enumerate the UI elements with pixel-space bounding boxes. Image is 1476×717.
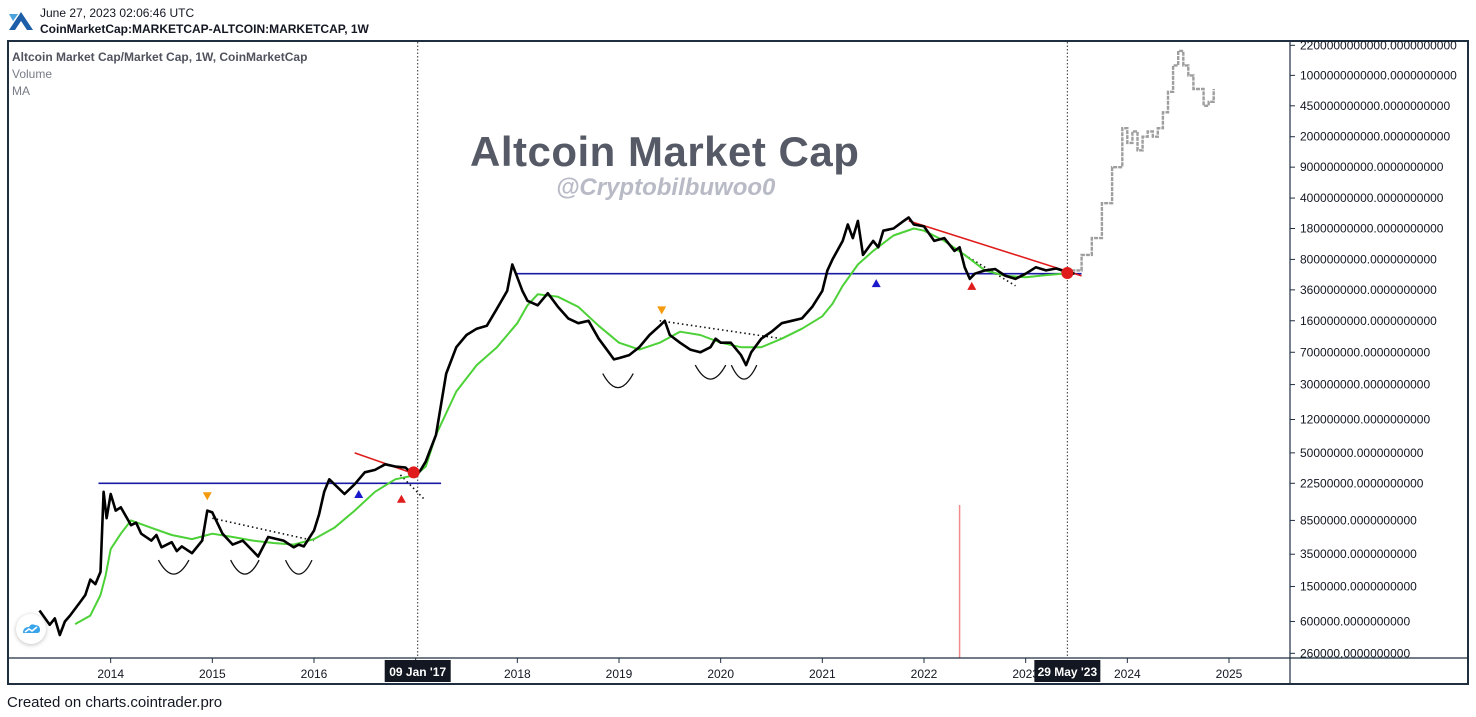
y-tick-label-12: 120000000.0000000000: [1300, 412, 1430, 426]
date-badge-label-1: 29 May '23: [1038, 665, 1098, 679]
x-tick-label-1: 2015: [199, 667, 226, 681]
dotted-trendline-1: [399, 474, 425, 500]
signal-down-marker-5: [657, 306, 667, 315]
overlay-title: Altcoin Market Cap: [470, 128, 860, 175]
x-tick-label-7: 2021: [809, 667, 836, 681]
y-tick-label-18: 600000.0000000000: [1300, 614, 1410, 628]
cup-pattern-arc-0: [157, 559, 190, 575]
x-tick-label-4: 2018: [504, 667, 531, 681]
cup-pattern-arc-1: [230, 559, 260, 575]
y-tick-label-2: 450000000000.0000000000: [1300, 99, 1450, 113]
y-tick-label-0: 2200000000000.0000000000: [1300, 38, 1457, 52]
x-tick-label-11: 2025: [1216, 667, 1243, 681]
series-layer: [38, 49, 1215, 637]
y-tick-label-16: 3500000.0000000000: [1300, 547, 1417, 561]
cup-pattern-arc-2: [284, 559, 313, 575]
y-tick-label-1: 1000000000000.0000000000: [1300, 68, 1457, 82]
tradingview-logo-button[interactable]: [16, 614, 46, 644]
cloud-chart-icon: [23, 624, 40, 633]
y-tick-label-15: 8500000.0000000000: [1300, 513, 1417, 527]
resistance-line-1: [908, 220, 1082, 277]
y-tick-label-14: 22500000.0000000000: [1300, 476, 1424, 490]
y-tick-label-5: 40000000000.0000000000: [1300, 191, 1444, 205]
legend-volume[interactable]: Volume: [12, 67, 53, 81]
dotted-trendline-3: [964, 254, 1016, 287]
x-tick-label-2: 2016: [301, 667, 328, 681]
y-tick-label-9: 1600000000.0000000000: [1300, 314, 1437, 328]
cointrader-logo-icon: [9, 12, 33, 30]
date-badge-1: [1034, 660, 1101, 682]
x-tick-label-0: 2014: [97, 667, 124, 681]
breakout-circle-0: [407, 466, 420, 479]
chart-frame: [7, 40, 1469, 685]
cup-pattern-arc-3: [602, 373, 634, 389]
signal-up-marker-0: [354, 489, 364, 498]
annotation-layer: [98, 220, 1082, 575]
marker-layer: [202, 267, 1074, 503]
x-tick-label-10: 2024: [1114, 667, 1141, 681]
y-tick-label-11: 300000000.0000000000: [1300, 378, 1430, 392]
signal-up-marker-1: [396, 494, 406, 503]
x-tick-label-9: 2023: [1012, 667, 1039, 681]
symbol-label: CoinMarketCap:MARKETCAP-ALTCOIN:MARKETCA…: [40, 22, 369, 36]
cup-pattern-arc-5: [730, 364, 758, 380]
y-tick-label-8: 3600000000.0000000000: [1300, 283, 1437, 297]
price-line: [38, 216, 1075, 637]
y-tick-label-17: 1500000.0000000000: [1300, 580, 1417, 594]
footer-credit: Created on charts.cointrader.pro: [7, 694, 223, 711]
legend-title: Altcoin Market Cap/Market Cap, 1W, CoinM…: [12, 50, 308, 64]
breakout-circle-1: [1061, 267, 1074, 280]
y-tick-label-4: 90000000000.0000000000: [1300, 160, 1444, 174]
legend-ma[interactable]: MA: [12, 84, 30, 98]
y-tick-label-6: 18000000000.0000000000: [1300, 222, 1444, 236]
y-tick-label-7: 8000000000.0000000000: [1300, 252, 1437, 266]
signal-up-marker-3: [871, 279, 881, 288]
timestamp: June 27, 2023 02:06:46 UTC: [40, 6, 195, 20]
axis-layer: 2200000000000.0000000000 1000000000000.00…: [9, 38, 1469, 684]
projection-line: [1071, 49, 1215, 272]
x-tick-label-5: 2019: [606, 667, 633, 681]
y-tick-label-13: 50000000.0000000000: [1300, 446, 1424, 460]
y-tick-label-10: 700000000.0000000000: [1300, 345, 1430, 359]
chart-header: June 27, 2023 02:06:46 UTC CoinMarketCap…: [0, 0, 1476, 40]
x-tick-label-8: 2022: [911, 667, 938, 681]
date-badge-label-0: 09 Jan '17: [389, 665, 446, 679]
signal-down-marker-2: [202, 492, 212, 501]
y-tick-label-19: 260000.0000000000: [1300, 646, 1410, 660]
y-tick-label-3: 200000000000.0000000000: [1300, 130, 1450, 144]
cup-pattern-arc-4: [694, 364, 727, 380]
author-handle: @Cryptobilbuwoo0: [556, 174, 776, 201]
dotted-trendline-0: [212, 517, 315, 542]
chart-grid: [417, 42, 1068, 658]
date-badge-0: [384, 660, 451, 682]
signal-up-marker-4: [967, 281, 977, 290]
x-tick-label-6: 2020: [707, 667, 734, 681]
ma-line: [74, 227, 1072, 625]
